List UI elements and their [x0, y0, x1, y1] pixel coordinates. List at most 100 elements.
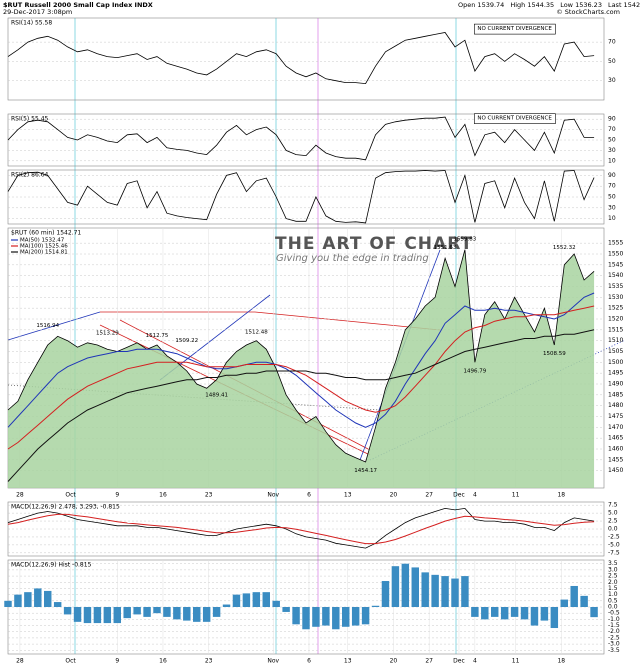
y-tick-label: 1465	[608, 435, 623, 442]
y-tick-label: -3.0	[608, 641, 620, 648]
series-line	[7, 513, 595, 545]
x-tick-label: Oct	[65, 658, 76, 665]
y-tick-label: -5.0	[608, 541, 620, 548]
hist-bar	[371, 605, 380, 607]
x-tick-label: 11	[512, 658, 520, 665]
series-line	[7, 170, 595, 224]
hist-bar	[361, 607, 370, 625]
y-tick-label: 50	[608, 58, 616, 65]
y-tick-label: -0.5	[608, 610, 620, 617]
hist-bar	[14, 594, 22, 607]
series-line	[7, 305, 595, 450]
x-tick-label: 28	[16, 492, 24, 499]
y-tick-label: 0.5	[608, 597, 618, 604]
quote: Open 1539.74 High 1544.35 Low 1536.23 Last …	[458, 1, 640, 9]
hist-bar	[481, 607, 489, 620]
symbol: $RUT Russell 2000 Small Cap Index INDX	[3, 1, 153, 9]
hist-bar	[292, 607, 300, 625]
y-tick-label: -7.5	[608, 549, 620, 556]
hist-bar	[471, 607, 479, 617]
y-tick-label: 1540	[608, 272, 623, 279]
hist-bar	[391, 566, 400, 607]
x-tick-label: 13	[344, 492, 352, 499]
annotation: 1512.75	[146, 333, 169, 339]
y-tick-label: 0.0	[608, 604, 618, 611]
hist-bar	[520, 607, 529, 620]
y-tick-label: 1450	[608, 467, 623, 474]
y-tick-label: 1525	[608, 305, 623, 312]
series-line	[7, 507, 595, 549]
hist-bar	[580, 595, 588, 607]
y-tick-label: 1485	[608, 391, 623, 398]
hist-bar	[193, 607, 201, 622]
y-tick-label: 7.5	[608, 502, 618, 509]
x-tick-label: Oct	[65, 492, 76, 499]
hist-bar	[322, 607, 330, 626]
series-line	[7, 292, 595, 428]
quote-item: Low 1536.23	[560, 1, 602, 9]
x-tick-label: 16	[159, 658, 167, 665]
y-tick-label: 30	[608, 77, 616, 84]
x-tick-label: 16	[159, 492, 167, 499]
panel-title: RSI(14) 55.58	[11, 20, 52, 27]
hist-bar	[461, 576, 469, 607]
hist-bar	[451, 578, 459, 607]
hist-bar	[53, 602, 62, 607]
hist-bar	[143, 607, 151, 617]
y-tick-label: 1535	[608, 283, 623, 290]
y-tick-label: 70	[608, 183, 616, 190]
hist-bar	[411, 567, 419, 607]
annotation: NO CURRENT DIVERGENCE	[477, 26, 552, 32]
trendline	[7, 311, 101, 341]
y-tick-label: 1530	[608, 294, 623, 301]
panel-title: RSI(2) 86.64	[11, 172, 49, 179]
y-tick-label: 10	[608, 215, 616, 222]
hist-bar	[282, 607, 290, 612]
quote-item: Open 1539.74	[458, 1, 504, 9]
hist-bar	[93, 607, 102, 624]
hist-bar	[83, 607, 92, 624]
x-tick-label: 23	[205, 658, 213, 665]
series-line	[7, 116, 595, 161]
annotation: 1552.32	[553, 245, 576, 251]
quote-item: High 1544.35	[510, 1, 554, 9]
x-tick-label: 18	[557, 658, 565, 665]
panel-title: $RUT (60 min) 1542.71	[11, 230, 81, 237]
hist-bar	[431, 574, 439, 607]
x-tick-label: 27	[425, 492, 433, 499]
annotation: 1516.94	[36, 323, 59, 329]
y-tick-label: 90	[608, 116, 616, 123]
hist-bar	[590, 607, 598, 618]
hist-bar	[351, 607, 360, 626]
y-tick-label: 1490	[608, 381, 623, 388]
annotation: 1559.83	[454, 236, 477, 242]
x-tick-label: Nov	[267, 658, 279, 665]
y-tick-label: 70	[608, 39, 616, 46]
x-tick-label: 9	[115, 492, 119, 499]
watermark-title: THE ART OF CHART	[275, 234, 473, 254]
hist-bar	[4, 600, 12, 607]
hist-bar	[560, 599, 568, 607]
annotation: 1513.29	[96, 331, 119, 337]
hist-bar	[262, 592, 270, 607]
series-line	[7, 329, 595, 482]
y-tick-label: 50	[608, 194, 616, 201]
x-tick-label: 18	[557, 492, 565, 499]
hist-bar	[73, 607, 82, 622]
trendlines	[7, 18, 626, 654]
y-tick-label: -2.0	[608, 628, 620, 635]
x-tick-label: 6	[307, 492, 311, 499]
hist-bar	[173, 607, 181, 620]
y-tick-label: 1475	[608, 413, 623, 420]
hist-bar	[63, 607, 72, 615]
y-tick-label: 1460	[608, 446, 623, 453]
y-tick-label: 10	[608, 157, 616, 164]
hist-bar	[34, 588, 42, 607]
annotation: 1512.48	[245, 330, 268, 336]
hist-bar	[232, 594, 241, 607]
x-tick-label: 28	[16, 658, 24, 665]
y-tick-label: 1500	[608, 359, 623, 366]
hist-bar	[500, 607, 509, 620]
y-tick-label: 2.5	[608, 573, 618, 580]
